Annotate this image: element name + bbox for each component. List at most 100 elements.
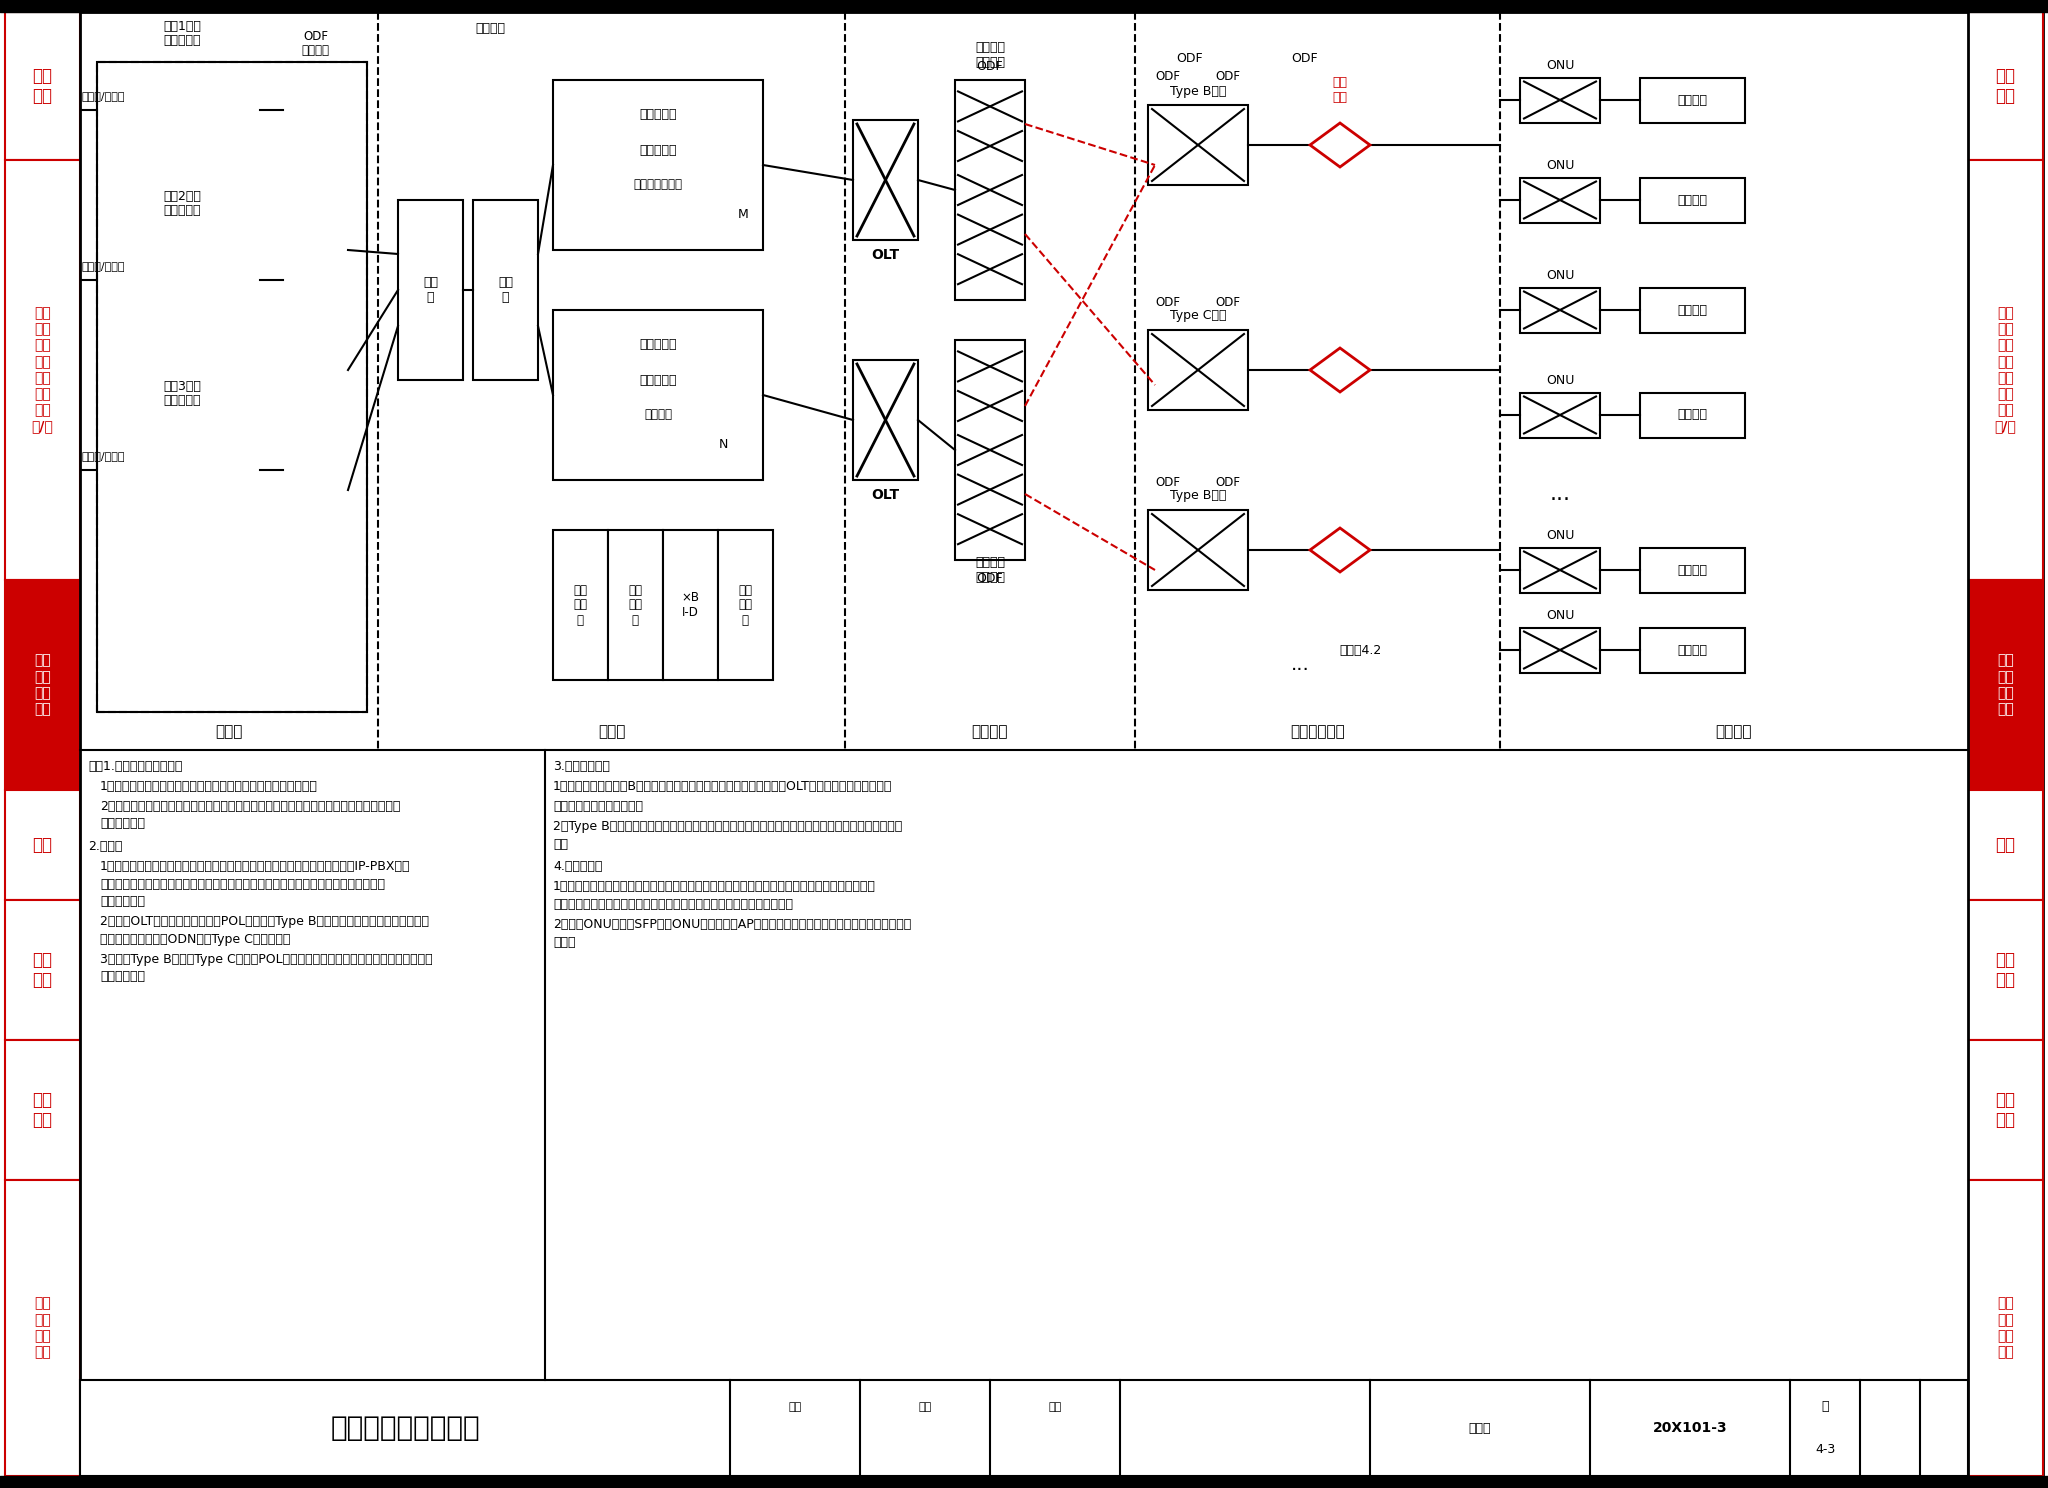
Text: 电信业务经: 电信业务经 xyxy=(164,394,201,408)
Text: 核心交换机: 核心交换机 xyxy=(639,338,676,351)
Text: 要求比较高的部分，ODN采用Type C保护设计。: 要求比较高的部分，ODN采用Type C保护设计。 xyxy=(100,933,291,946)
Text: ODF: ODF xyxy=(977,60,1004,73)
Text: 综合
布线
系统
设计
光纤
到用
户单
元/户: 综合 布线 系统 设计 光纤 到用 户单 元/户 xyxy=(31,307,53,433)
Bar xyxy=(104,232,260,327)
Text: 路由
器: 路由 器 xyxy=(498,275,512,304)
Text: 办公系统: 办公系统 xyxy=(643,409,672,421)
Text: 核心交换机: 核心交换机 xyxy=(639,373,676,387)
Text: 西向室外
用户光缆: 西向室外 用户光缆 xyxy=(975,557,1006,583)
Bar xyxy=(1968,161,2044,580)
Bar xyxy=(1520,393,1599,437)
Bar xyxy=(397,199,463,379)
Text: ODF: ODF xyxy=(977,571,1004,585)
Bar xyxy=(96,62,367,711)
Bar xyxy=(954,80,1024,301)
Text: 无源光局域网系统图: 无源光局域网系统图 xyxy=(330,1414,479,1442)
Text: ODF: ODF xyxy=(1155,476,1180,488)
Text: 东向室外
用户光缆: 东向室外 用户光缆 xyxy=(975,42,1006,68)
Text: 检测
验收: 检测 验收 xyxy=(33,951,53,990)
Bar xyxy=(1149,330,1247,411)
Text: OLT: OLT xyxy=(872,248,899,262)
Text: 术语
符号: 术语 符号 xyxy=(33,67,53,106)
Text: 业务
服务
器: 业务 服务 器 xyxy=(629,583,641,626)
Text: 终端设备: 终端设备 xyxy=(1677,409,1708,421)
Text: 2）内置ONU光口或SFP形态ONU的摄像机和AP等终端设备可通过光配线架，直接与光分路器相: 2）内置ONU光口或SFP形态ONU的摄像机和AP等终端设备可通过光配线架，直接… xyxy=(553,918,911,931)
Text: 2）两台OLT设备进行双机热备，POL系统采用Type B保护连接到楼内配线系统。对备份: 2）两台OLT设备进行双机热备，POL系统采用Type B保护连接到楼内配线系统… xyxy=(100,915,428,929)
Text: ONU: ONU xyxy=(1546,530,1575,542)
Text: 页: 页 xyxy=(1821,1400,1829,1414)
Text: 可统一放置在建筑设备间；如信息点数量较多时客分散在每楼层弱电间。: 可统一放置在建筑设备间；如信息点数量较多时客分散在每楼层弱电间。 xyxy=(553,897,793,911)
Text: 营者2机箱: 营者2机箱 xyxy=(164,190,201,202)
Text: 网务
服务
器: 网务 服务 器 xyxy=(573,583,588,626)
Text: 接入
控制
器: 接入 控制 器 xyxy=(737,583,752,626)
Bar xyxy=(1520,287,1599,332)
Bar xyxy=(80,1379,1968,1476)
Text: 施工: 施工 xyxy=(33,836,53,854)
Text: Type C保护: Type C保护 xyxy=(1169,310,1227,323)
Bar xyxy=(954,339,1024,559)
Text: 2）电信业务经营者接入光缆连接到建筑物入口设施，网络设备链路通过配线架连接到设备: 2）电信业务经营者接入光缆连接到建筑物入口设施，网络设备链路通过配线架连接到设备 xyxy=(100,801,399,812)
Text: 核心交换机: 核心交换机 xyxy=(639,143,676,156)
Text: ODF: ODF xyxy=(1292,52,1319,65)
Text: 注：1.进线间（入口设施）: 注：1.进线间（入口设施） xyxy=(88,760,182,772)
Bar xyxy=(4,900,80,1040)
Text: ODF: ODF xyxy=(1217,296,1241,308)
Text: 建筑物弱电间: 建筑物弱电间 xyxy=(1290,725,1346,740)
Text: ODF: ODF xyxy=(1178,52,1204,65)
Bar xyxy=(854,360,918,481)
Text: Type B保护: Type B保护 xyxy=(1169,85,1227,98)
Bar xyxy=(1968,580,2044,790)
Text: ONU: ONU xyxy=(1546,373,1575,387)
Bar xyxy=(553,530,608,680)
Text: 数据
中心
布线
系统: 数据 中心 布线 系统 xyxy=(35,1296,51,1360)
Text: ···: ··· xyxy=(1290,661,1309,680)
Text: 电信业务经: 电信业务经 xyxy=(164,34,201,48)
Text: 发生光纤损坏的骨干光缆。: 发生光纤损坏的骨干光缆。 xyxy=(553,801,643,812)
Text: ONU: ONU xyxy=(1546,60,1575,71)
Bar xyxy=(553,310,764,481)
Text: 可。: 可。 xyxy=(553,838,567,851)
Text: 防火
墙: 防火 墙 xyxy=(424,275,438,304)
Bar xyxy=(4,1180,80,1476)
Text: 施工: 施工 xyxy=(1995,836,2015,854)
Text: 建筑物内: 建筑物内 xyxy=(1716,725,1753,740)
Bar xyxy=(1968,1180,2044,1476)
Text: M: M xyxy=(737,208,748,222)
Text: 1）园区室外光缆采用B类保护方式，将建筑物内光分路器连接到两台OLT，以保护处于室外环境易: 1）园区室外光缆采用B类保护方式，将建筑物内光分路器连接到两台OLT，以保护处于… xyxy=(553,780,893,793)
Text: 电信业务经: 电信业务经 xyxy=(164,204,201,217)
Polygon shape xyxy=(1311,124,1370,167)
Bar xyxy=(4,790,80,900)
Text: 3）采用Type B保护或Type C保护的POL系统，宜采用一级分光模式，光分路器位于建: 3）采用Type B保护或Type C保护的POL系统，宜采用一级分光模式，光分… xyxy=(100,952,432,966)
Text: 3.园区室外光缆: 3.园区室外光缆 xyxy=(553,760,610,772)
Text: 数据
中心
布线
系统: 数据 中心 布线 系统 xyxy=(1997,1296,2013,1360)
Bar xyxy=(1968,900,2044,1040)
Text: ODF: ODF xyxy=(1155,296,1180,308)
Text: 20X101-3: 20X101-3 xyxy=(1653,1421,1726,1434)
Text: 营者1机箱: 营者1机箱 xyxy=(164,19,201,33)
Bar xyxy=(553,80,764,250)
Bar xyxy=(473,199,539,379)
Bar xyxy=(1520,548,1599,592)
Text: 检测
验收: 检测 验收 xyxy=(1995,951,2015,990)
Text: 2）Type B保护的室外段缆线按照星型拓扑结构进行设计，实际路由按照星型或环形光缆分发布敷均: 2）Type B保护的室外段缆线按照星型拓扑结构进行设计，实际路由按照星型或环形… xyxy=(553,820,903,833)
Text: 安全防范等系统: 安全防范等系统 xyxy=(633,179,682,192)
Bar xyxy=(664,530,719,680)
Text: 互联网/专用网: 互联网/专用网 xyxy=(82,260,125,271)
Text: ···: ··· xyxy=(1550,490,1571,510)
Text: 互联网/专用网: 互联网/专用网 xyxy=(82,451,125,461)
Text: 核心交换机: 核心交换机 xyxy=(639,109,676,122)
Text: 终端设备: 终端设备 xyxy=(1677,643,1708,656)
Bar xyxy=(1968,12,2044,161)
Bar xyxy=(1520,628,1599,673)
Bar xyxy=(1640,393,1745,437)
Text: 连接。: 连接。 xyxy=(553,936,575,949)
Bar xyxy=(854,121,918,240)
Bar xyxy=(1640,287,1745,332)
Text: 用双机热备。: 用双机热备。 xyxy=(100,894,145,908)
Text: ODF: ODF xyxy=(303,30,328,43)
Text: 工程
示例: 工程 示例 xyxy=(33,1091,53,1129)
Bar xyxy=(283,70,348,670)
Bar xyxy=(104,62,260,158)
Text: 出口设备: 出口设备 xyxy=(475,21,506,34)
Text: ONU: ONU xyxy=(1546,159,1575,173)
